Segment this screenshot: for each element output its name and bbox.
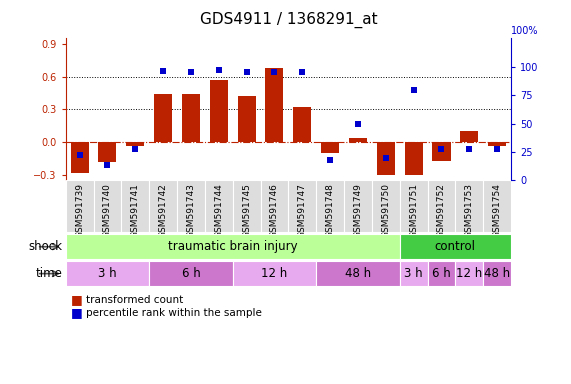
Text: 12 h: 12 h [262,267,288,280]
Text: traumatic brain injury: traumatic brain injury [168,240,297,253]
Text: GSM591751: GSM591751 [409,183,418,238]
Bar [233,261,316,286]
Bar [405,142,423,175]
Text: shock: shock [29,240,63,253]
Text: GSM591744: GSM591744 [214,183,223,238]
Bar [94,180,122,232]
Text: 6 h: 6 h [182,267,200,280]
Bar [483,261,511,286]
Bar [122,180,149,232]
Bar [344,180,372,232]
Point [297,70,307,76]
Bar [400,180,428,232]
Text: GSM591742: GSM591742 [159,183,168,238]
Text: GSM591745: GSM591745 [242,183,251,238]
Point [159,68,168,74]
Bar [460,131,478,142]
Text: GSM591748: GSM591748 [325,183,335,238]
Bar [428,261,456,286]
Bar [456,180,483,232]
Point [131,146,140,152]
Bar [321,142,339,153]
Bar [456,261,483,286]
Point [409,86,418,93]
Text: GSM591739: GSM591739 [75,183,84,238]
Bar [488,142,506,146]
Bar [66,261,149,286]
Bar [149,180,177,232]
Bar [98,142,116,162]
Point [214,67,223,73]
Point [493,146,502,152]
Bar [233,180,260,232]
Bar [210,80,228,142]
Bar [293,107,311,142]
Bar [400,261,428,286]
Bar [432,142,451,161]
Bar [126,142,144,146]
Bar [349,138,367,142]
Text: GSM591754: GSM591754 [493,183,502,238]
Bar [66,180,94,232]
Text: GSM591741: GSM591741 [131,183,140,238]
Bar [316,261,400,286]
Text: GSM591747: GSM591747 [297,183,307,238]
Text: GSM591743: GSM591743 [186,183,195,238]
Bar [400,234,511,259]
Text: percentile rank within the sample: percentile rank within the sample [86,308,262,318]
Bar [182,94,200,142]
Bar [71,142,89,173]
Point [75,152,84,159]
Text: 100%: 100% [511,26,538,36]
Text: 3 h: 3 h [98,267,116,280]
Text: GSM591740: GSM591740 [103,183,112,238]
Text: GSM591752: GSM591752 [437,183,446,238]
Bar [316,180,344,232]
Bar [483,180,511,232]
Text: 48 h: 48 h [484,267,510,280]
Text: GDS4911 / 1368291_at: GDS4911 / 1368291_at [199,12,377,28]
Bar [428,180,456,232]
Point [437,146,446,152]
Bar [260,180,288,232]
Bar [372,180,400,232]
Bar [377,142,395,175]
Text: transformed count: transformed count [86,295,183,305]
Text: 12 h: 12 h [456,267,482,280]
Point [353,121,363,127]
Bar [149,261,233,286]
Bar [66,234,400,259]
Text: GSM591750: GSM591750 [381,183,391,238]
Bar [288,180,316,232]
Point [242,70,251,76]
Point [325,157,335,163]
Bar [177,180,205,232]
Text: ■: ■ [71,293,87,306]
Point [186,70,195,76]
Text: 48 h: 48 h [345,267,371,280]
Text: control: control [435,240,476,253]
Text: GSM591749: GSM591749 [353,183,363,238]
Bar [205,180,233,232]
Bar [266,68,283,142]
Point [465,146,474,152]
Bar [238,96,256,142]
Point [103,162,112,168]
Text: 6 h: 6 h [432,267,451,280]
Point [270,70,279,76]
Text: GSM591753: GSM591753 [465,183,474,238]
Text: 3 h: 3 h [404,267,423,280]
Text: ■: ■ [71,306,87,319]
Point [381,155,391,161]
Bar [154,94,172,142]
Text: GSM591746: GSM591746 [270,183,279,238]
Text: time: time [36,267,63,280]
